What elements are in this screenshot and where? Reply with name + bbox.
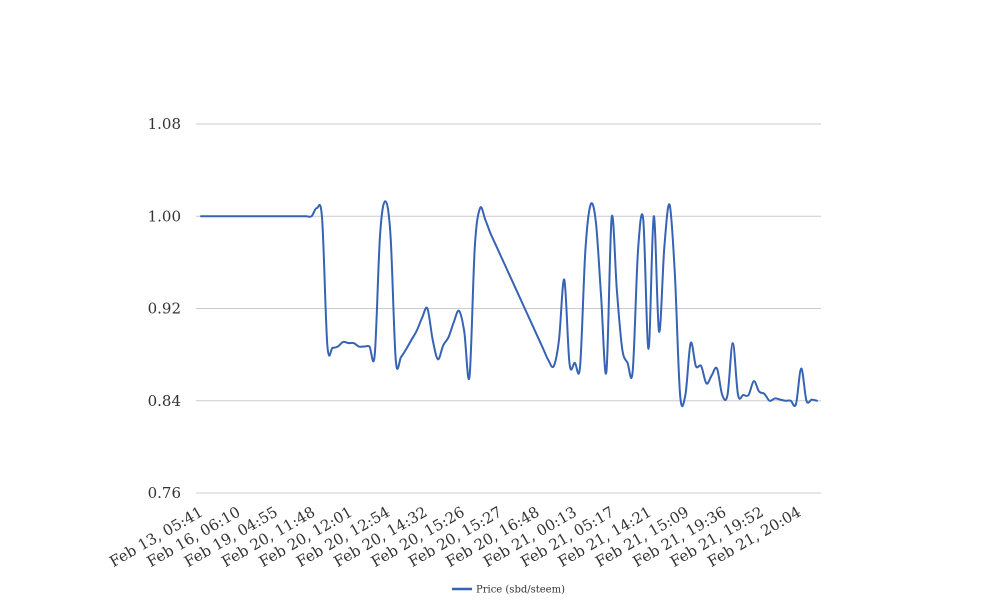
y-tick-label: 0.76 — [148, 484, 181, 502]
series-group — [200, 200, 818, 408]
gridlines — [196, 123, 821, 494]
legend-label: Price (sbd/steem) — [476, 585, 565, 596]
series-line-price — [200, 200, 818, 408]
y-tick-label: 1.00 — [148, 207, 181, 225]
y-axis: 0.76 0.84 0.92 1.00 1.08 — [148, 115, 181, 502]
y-tick-label: 0.84 — [148, 392, 181, 410]
legend: Price (sbd/steem) — [452, 585, 565, 596]
y-tick-label: 1.08 — [148, 115, 181, 133]
y-tick-label: 0.92 — [148, 300, 181, 318]
